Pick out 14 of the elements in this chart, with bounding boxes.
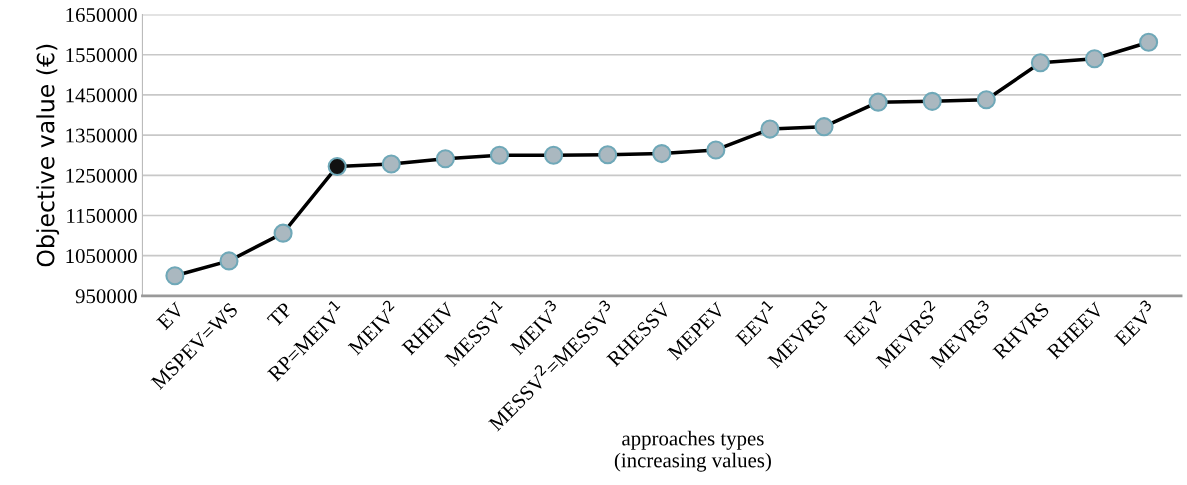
y-tick-label: 1650000 [66,7,137,22]
y-tick-label: 1450000 [66,88,137,103]
x-tick-label: MEIV$^{2}$ [344,299,401,356]
y-tick-label: 1250000 [66,168,137,183]
y-tick-label: 950000 [75,289,137,304]
x-axis-title: approaches types (increasing values) [614,430,771,472]
y-tick-label: 1550000 [66,48,137,63]
y-tick-label: 1150000 [67,208,137,223]
y-tick-label: 1050000 [66,249,137,264]
y-tick-label: 1350000 [66,128,137,143]
x-tick-label: EEV$^{1}$ [731,299,780,347]
y-axis-title: Objective value (€) [36,44,60,267]
x-tick-label: EEV$^{2}$ [839,299,888,347]
x-tick-label: EEV$^{3}$ [1110,299,1158,347]
